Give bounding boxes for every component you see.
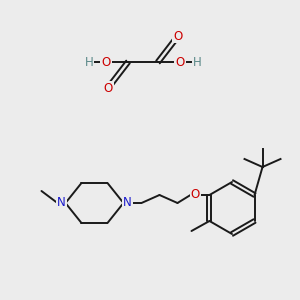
Text: O: O	[103, 82, 112, 94]
Text: O: O	[101, 56, 111, 68]
Text: H: H	[193, 56, 201, 68]
Text: O: O	[173, 29, 183, 43]
Text: N: N	[57, 196, 66, 209]
Text: O: O	[176, 56, 184, 68]
Text: O: O	[191, 188, 200, 202]
Text: N: N	[123, 196, 132, 209]
Text: H: H	[85, 56, 93, 68]
